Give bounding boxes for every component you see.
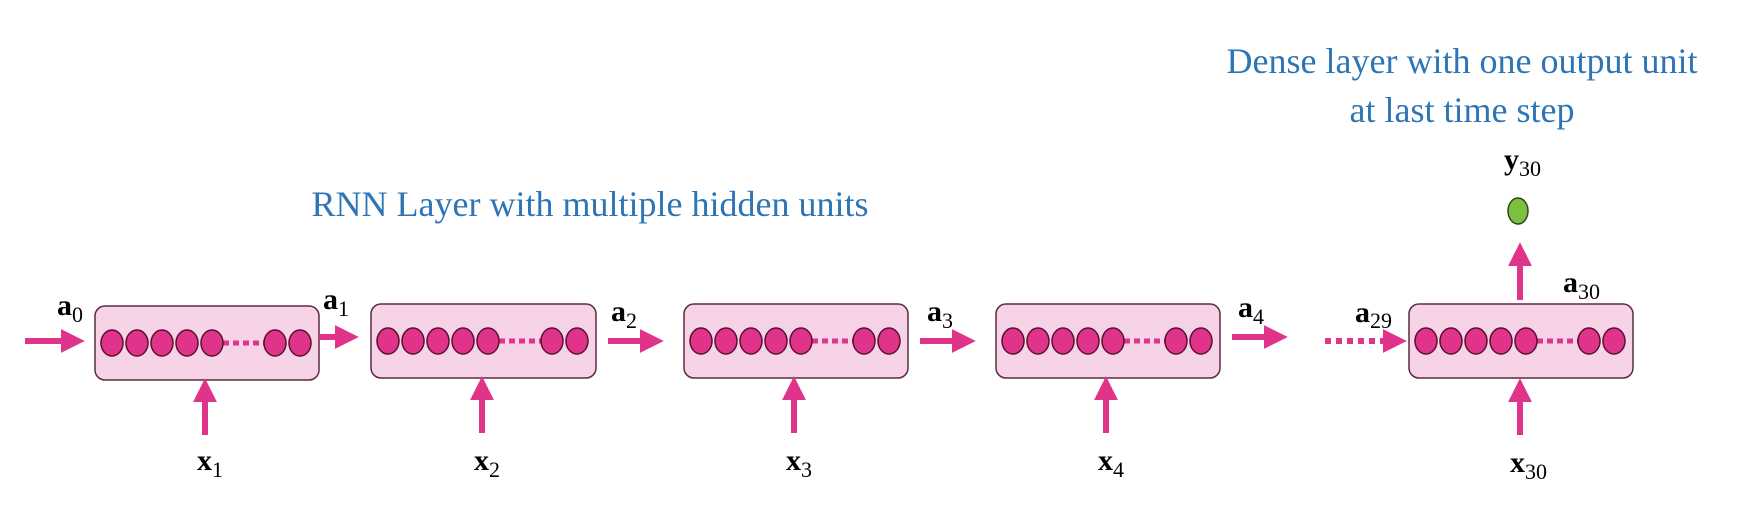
hidden-unit: [263, 329, 287, 357]
hidden-unit: [852, 327, 876, 355]
hidden-unit: [1514, 327, 1538, 355]
hidden-unit: [1414, 327, 1438, 355]
hidden-unit: [789, 327, 813, 355]
hidden-unit: [1464, 327, 1488, 355]
rnn-heading: RNN Layer with multiple hidden units: [312, 184, 869, 224]
label-a30: a30: [1563, 266, 1600, 304]
hidden-unit: [1164, 327, 1188, 355]
rnn-cell-1: [94, 305, 320, 381]
hidden-unit: [689, 327, 713, 355]
hidden-unit: [288, 329, 312, 357]
hidden-unit: [1101, 327, 1125, 355]
hidden-unit: [540, 327, 564, 355]
label-a4: a4: [1238, 291, 1264, 329]
hidden-unit: [1489, 327, 1513, 355]
hidden-unit: [714, 327, 738, 355]
label-a3: a3: [927, 295, 953, 333]
hidden-unit: [426, 327, 450, 355]
hidden-unit: [1439, 327, 1463, 355]
label-x4: x4: [1098, 444, 1124, 482]
label-x30: x30: [1510, 446, 1547, 484]
hidden-unit: [1189, 327, 1213, 355]
dense-heading-line-1: Dense layer with one output unit: [1227, 41, 1698, 81]
hidden-unit: [175, 329, 199, 357]
hidden-unit: [565, 327, 589, 355]
label-y30: y30: [1504, 143, 1541, 181]
hidden-unit: [125, 329, 149, 357]
hidden-unit: [739, 327, 763, 355]
dense-heading-line-2: at last time step: [1350, 90, 1575, 130]
rnn-cell-3: [683, 303, 909, 379]
hidden-unit: [1076, 327, 1100, 355]
rnn-cell-4: [995, 303, 1221, 379]
hidden-unit: [401, 327, 425, 355]
label-x2: x2: [474, 444, 500, 482]
label-a2: a2: [611, 295, 637, 333]
output-unit: [1507, 197, 1529, 225]
hidden-unit: [1026, 327, 1050, 355]
hidden-unit: [100, 329, 124, 357]
hidden-unit: [476, 327, 500, 355]
hidden-unit: [376, 327, 400, 355]
hidden-unit: [200, 329, 224, 357]
label-a0: a0: [57, 289, 83, 327]
rnn-cell-2: [370, 303, 597, 379]
label-a29: a29: [1355, 296, 1392, 333]
hidden-unit: [764, 327, 788, 355]
hidden-unit: [1602, 327, 1626, 355]
label-x1: x1: [197, 444, 223, 482]
rnn-cell-30: [1408, 303, 1634, 379]
label-x3: x3: [786, 444, 812, 482]
label-a1: a1: [323, 283, 349, 321]
hidden-unit: [1051, 327, 1075, 355]
hidden-unit: [1001, 327, 1025, 355]
hidden-unit: [150, 329, 174, 357]
hidden-unit: [877, 327, 901, 355]
hidden-unit: [1577, 327, 1601, 355]
hidden-unit: [451, 327, 475, 355]
